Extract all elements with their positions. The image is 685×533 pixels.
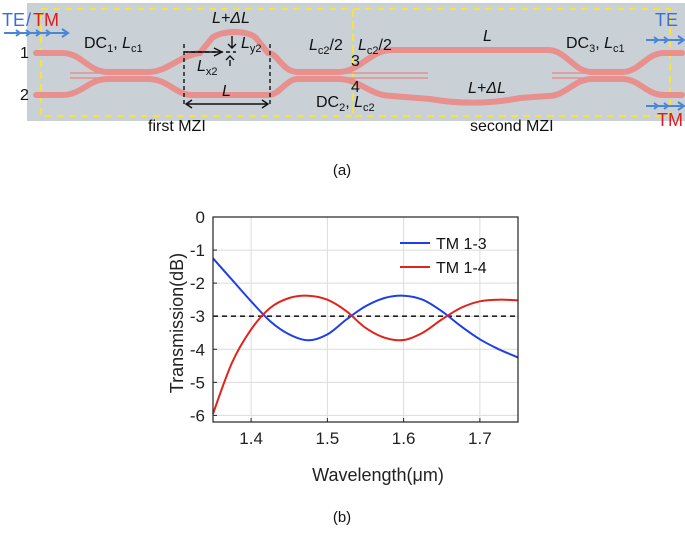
arrows <box>4 28 685 111</box>
te-label-left: TE <box>2 10 25 30</box>
waveguide-lower <box>33 76 685 106</box>
port-4-label: 4 <box>351 79 360 96</box>
y-tick-label: 0 <box>196 208 205 227</box>
lx2-label: Lx2 <box>197 58 218 78</box>
waveguides <box>33 29 685 106</box>
second-mzi-frame <box>352 8 671 117</box>
l-plus-dl-top-label: L+ΔL <box>212 10 250 27</box>
x-tick-label: 1.7 <box>468 429 492 448</box>
tm-label-left: TM <box>33 10 59 30</box>
output-arrow-te-icon <box>646 35 685 45</box>
x-axis-title: Wavelength(μm) <box>312 465 444 485</box>
lc2-half-left-label: Lc2/2 <box>309 37 343 57</box>
legend-label: TM 1-3 <box>436 236 487 253</box>
series-line-tm-1-3 <box>212 257 519 359</box>
coupler-lines <box>70 72 628 79</box>
y-tick-label: -1 <box>190 241 205 260</box>
y-tick-label: -2 <box>190 274 205 293</box>
first-mzi-label: first MZI <box>148 118 206 135</box>
l-second-label: L <box>483 28 492 45</box>
legend-label: TM 1-4 <box>436 260 487 277</box>
l-bottom-label: L <box>222 83 231 100</box>
y-tick-label: -5 <box>190 373 205 392</box>
caption-a: (a) <box>333 162 351 179</box>
dc3-label: DC3, Lc1 <box>566 35 625 55</box>
plot-frame <box>212 216 519 423</box>
caption-b: (b) <box>333 509 351 526</box>
lc2-half-right-label: Lc2/2 <box>358 37 392 57</box>
panel-b-chart: 0 -1 -2 -3 -4 -5 -6 1.4 1.5 1.6 1.7 Transmission(… <box>167 208 519 485</box>
y-tick-label: -3 <box>190 307 205 326</box>
x-tick-label: 1.5 <box>316 429 340 448</box>
ly2-label: Ly2 <box>241 35 262 55</box>
x-tick-labels: 1.4 1.5 1.6 1.7 <box>239 429 491 448</box>
waveguide-upper <box>33 29 685 75</box>
x-tick-label: 1.4 <box>239 429 263 448</box>
y-tick-label: -6 <box>190 406 205 425</box>
l-plus-dl-second-label: L+ΔL <box>468 80 506 97</box>
series-line-tm-1-4 <box>212 294 519 415</box>
port-3-label: 3 <box>351 53 360 70</box>
x-tick-label: 1.6 <box>392 429 416 448</box>
second-mzi-label: second MZI <box>470 118 554 135</box>
panel-a: TE / TM TE TM 1 2 3 4 DC1, Lc1 DC2, Lc2 … <box>2 3 685 135</box>
tm-label-right: TM <box>657 110 683 130</box>
te-label-right: TE <box>655 10 678 30</box>
dimension-markers <box>183 36 271 109</box>
y-tick-labels: 0 -1 -2 -3 -4 -5 -6 <box>190 208 205 425</box>
input-arrow-icon <box>4 28 70 38</box>
output-arrow-tm-icon <box>646 101 685 111</box>
dc1-label: DC1, Lc1 <box>84 35 143 55</box>
y-tick-label: -4 <box>190 340 205 359</box>
port-1-label: 1 <box>20 45 29 62</box>
dc2-label: DC2, Lc2 <box>316 94 375 114</box>
legend: TM 1-3 TM 1-4 <box>400 236 487 277</box>
series-lines <box>212 257 519 415</box>
port-2-label: 2 <box>20 87 29 104</box>
y-axis-title: Transmission(dB) <box>167 253 187 393</box>
slash-label-left: / <box>26 10 31 30</box>
